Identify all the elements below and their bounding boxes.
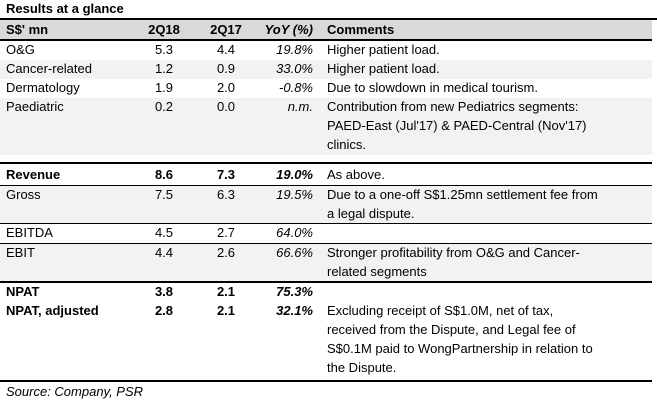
row-comment: Excluding receipt of S$1.0M, net of tax,	[327, 303, 554, 318]
row-label: Revenue	[6, 167, 61, 182]
row-label: O&G	[6, 42, 35, 57]
row-2q17: 2.6	[216, 245, 236, 260]
row-comment: Contribution from new Pediatrics segment…	[327, 99, 579, 114]
row-2q18: 8.6	[154, 167, 174, 182]
row-label: EBITDA	[6, 225, 53, 240]
row-comment: received from the Dispute, and Legal fee…	[327, 322, 576, 337]
row-2q18: 4.5	[154, 225, 174, 240]
header-2q18: 2Q18	[148, 22, 180, 37]
table-bottom-rule	[0, 380, 652, 382]
row-comment: As above.	[327, 167, 385, 182]
row-label: Paediatric	[6, 99, 64, 114]
row-shade	[0, 243, 652, 281]
row-label: EBIT	[6, 245, 35, 260]
row-label: Dermatology	[6, 80, 80, 95]
row-2q17: 2.1	[216, 303, 236, 318]
row-yoy: 75.3%	[276, 284, 313, 299]
row-2q17: 2.7	[216, 225, 236, 240]
header-comments: Comments	[327, 22, 395, 37]
row-yoy: 33.0%	[276, 61, 313, 76]
row-comment: Stronger profitability from O&G and Canc…	[327, 245, 580, 260]
row-label: Gross	[6, 187, 41, 202]
row-2q18: 1.9	[154, 80, 174, 95]
row-comment: S$0.1M paid to WongPartnership in relati…	[327, 341, 593, 356]
row-2q17: 7.3	[216, 167, 236, 182]
source-note: Source: Company, PSR	[6, 384, 144, 399]
table-title: Results at a glance	[6, 1, 124, 16]
title-rule	[0, 18, 657, 20]
row-2q18: 7.5	[154, 187, 174, 202]
header-label: S$' mn	[6, 22, 49, 37]
row-yoy: 19.5%	[276, 187, 313, 202]
header-rule	[0, 39, 652, 41]
row-comment: the Dispute.	[327, 360, 397, 375]
row-comment: PAED-East (Jul'17) & PAED-Central (Nov'1…	[327, 118, 587, 133]
row-2q17: 0.9	[216, 61, 236, 76]
row-comment: related segments	[327, 264, 427, 279]
row-comment: a legal dispute.	[327, 206, 415, 221]
row-label: NPAT, adjusted	[6, 303, 99, 318]
row-rule	[0, 223, 652, 224]
row-yoy: n.m.	[287, 99, 313, 114]
row-yoy: 66.6%	[276, 245, 313, 260]
row-label: NPAT	[6, 284, 40, 299]
row-yoy: 19.0%	[276, 167, 313, 182]
row-shade	[0, 98, 652, 155]
row-2q17: 2.1	[216, 284, 236, 299]
row-shade	[0, 60, 652, 79]
row-2q17: 6.3	[216, 187, 236, 202]
row-2q18: 3.8	[154, 284, 174, 299]
section-rule	[0, 162, 652, 164]
row-comment: Due to slowdown in medical tourism.	[327, 80, 538, 95]
section-rule	[0, 281, 652, 283]
row-yoy: 32.1%	[276, 303, 313, 318]
row-2q17: 0.0	[216, 99, 236, 114]
row-2q17: 4.4	[216, 42, 236, 57]
row-yoy: 64.0%	[276, 225, 313, 240]
row-2q18: 0.2	[154, 99, 174, 114]
row-comment: clinics.	[327, 137, 367, 152]
row-2q18: 2.8	[154, 303, 174, 318]
row-comment: Higher patient load.	[327, 61, 440, 76]
header-yoy: YoY (%)	[264, 22, 313, 37]
row-2q18: 4.4	[154, 245, 174, 260]
row-2q17: 2.0	[216, 80, 236, 95]
row-yoy: -0.8%	[279, 80, 313, 95]
row-yoy: 19.8%	[276, 42, 313, 57]
header-2q17: 2Q17	[210, 22, 242, 37]
row-rule	[0, 243, 652, 244]
row-shade	[0, 185, 652, 223]
row-2q18: 1.2	[154, 61, 174, 76]
row-rule	[0, 185, 652, 186]
row-comment: Higher patient load.	[327, 42, 440, 57]
row-2q18: 5.3	[154, 42, 174, 57]
header-row	[0, 20, 652, 39]
row-label: Cancer-related	[6, 61, 92, 76]
row-comment: Due to a one-off S$1.25mn settlement fee…	[327, 187, 598, 202]
